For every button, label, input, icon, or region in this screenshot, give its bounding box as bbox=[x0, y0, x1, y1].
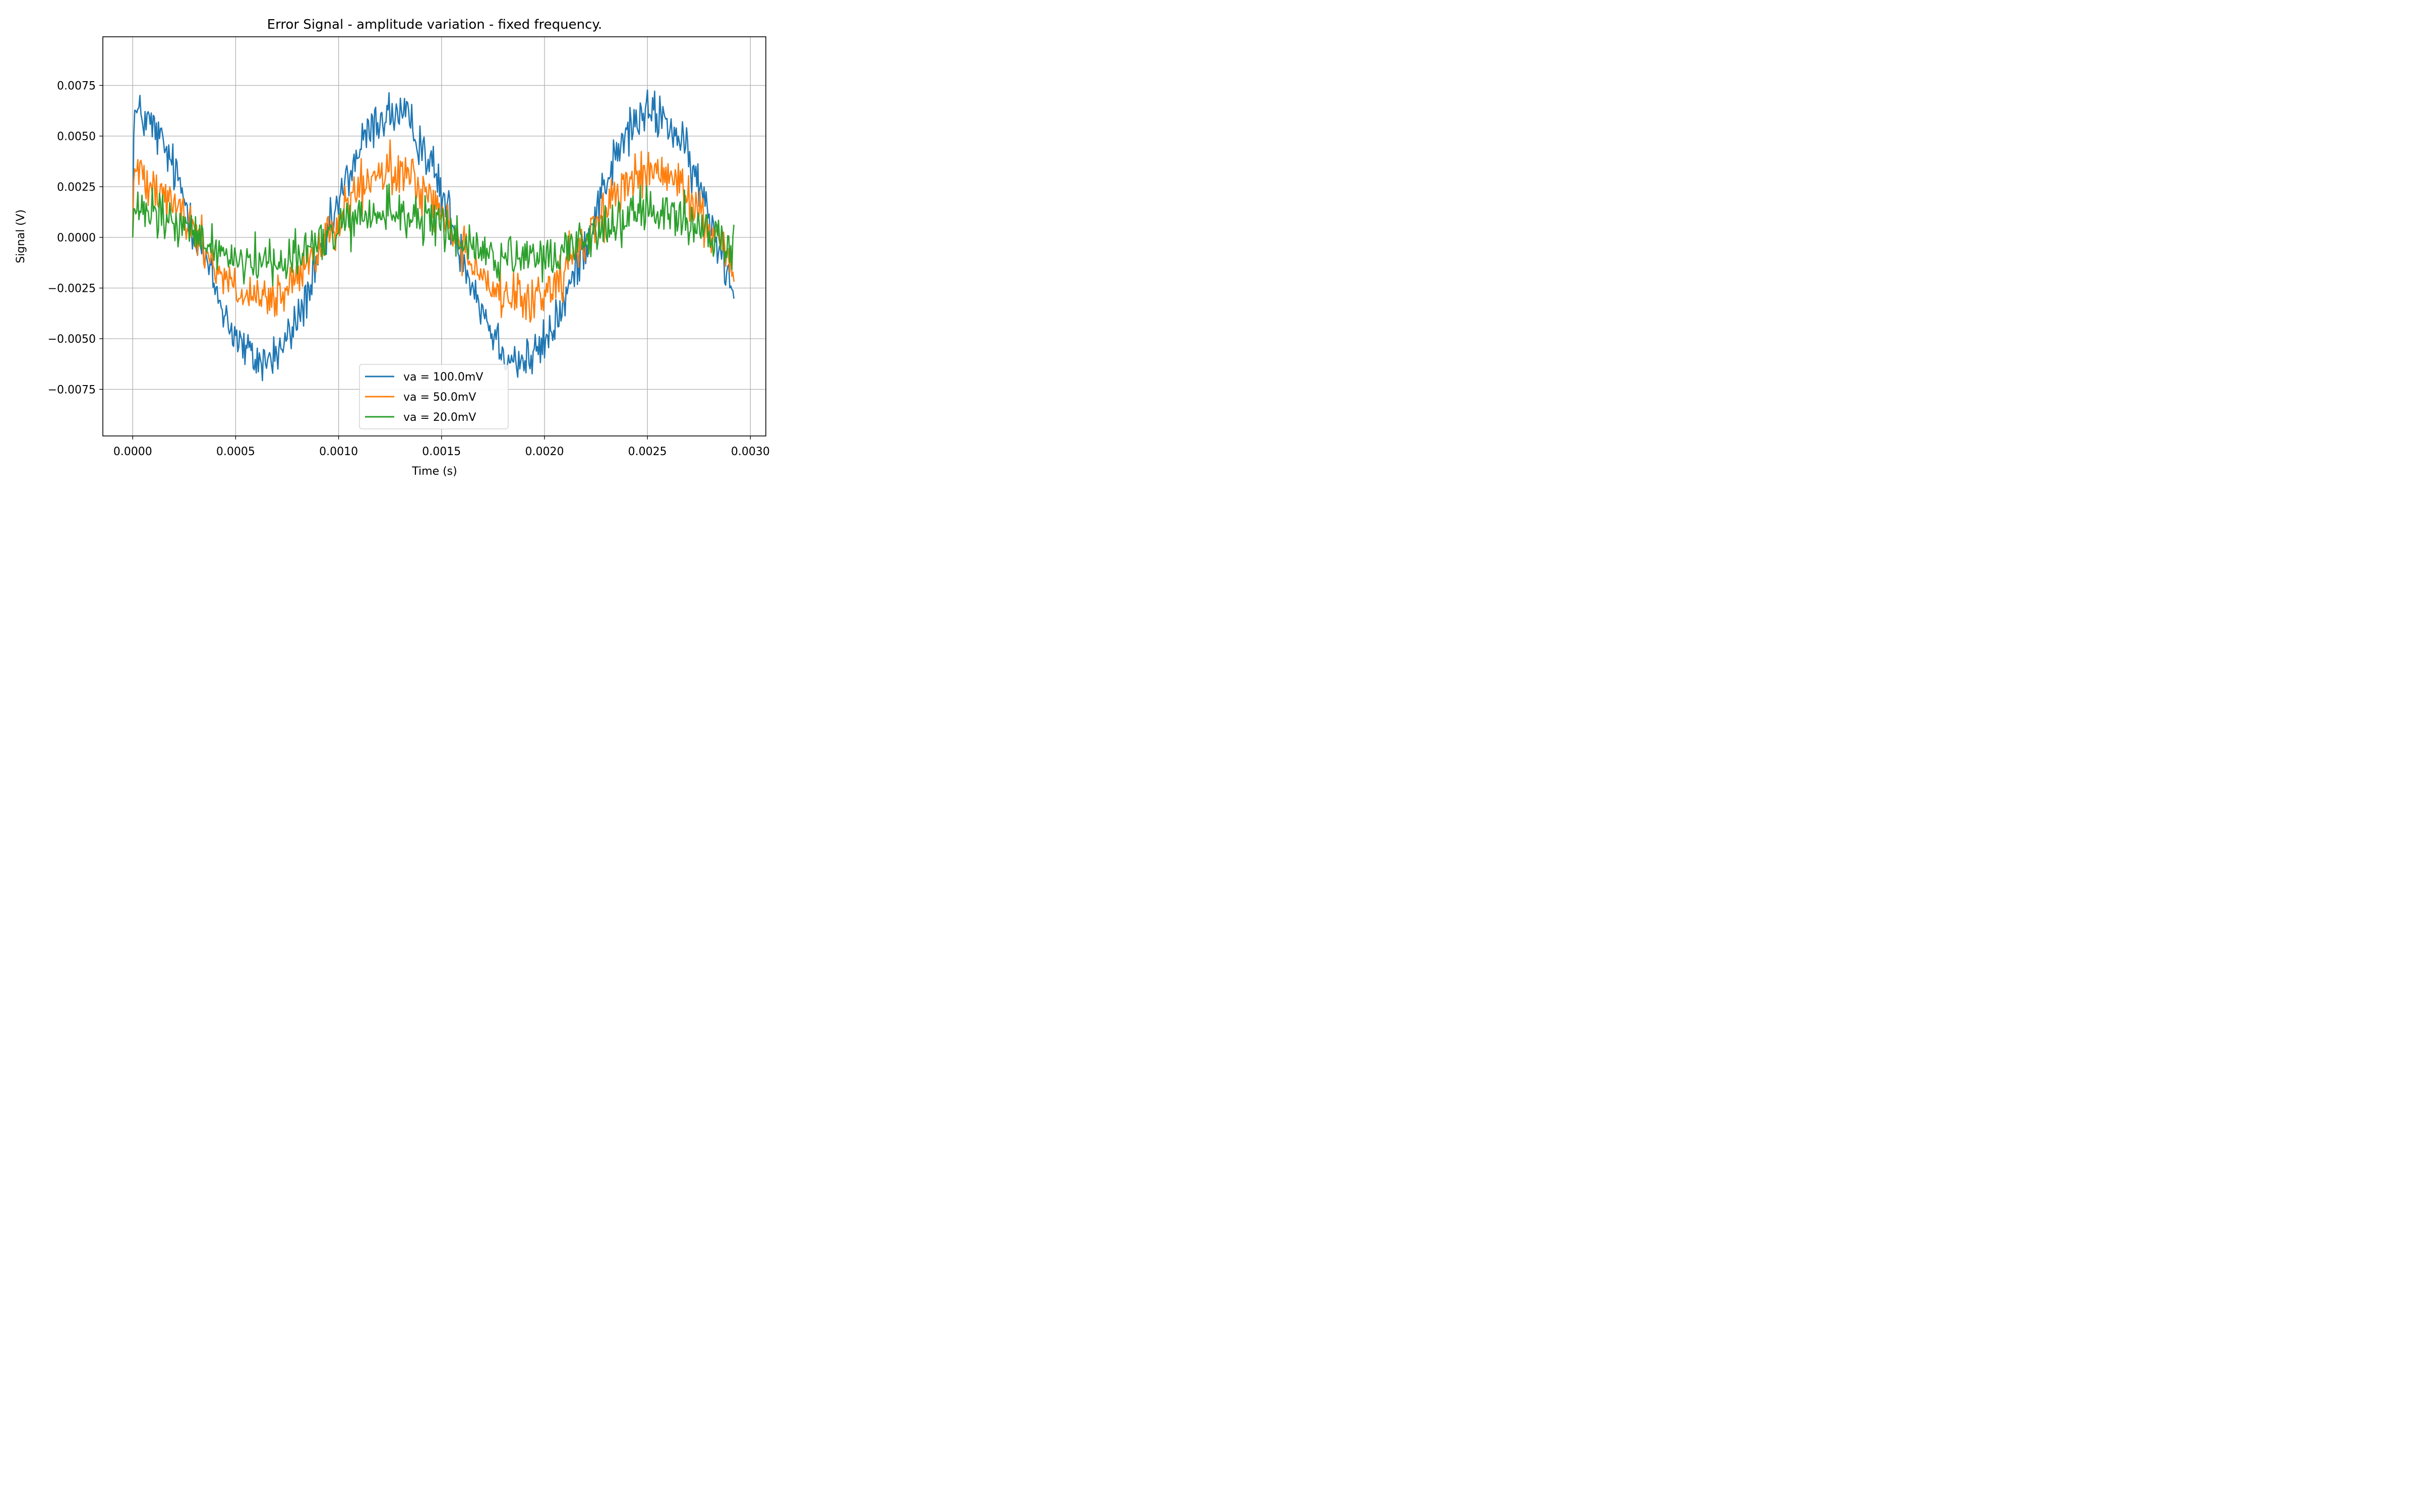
x-tick-label: 0.0020 bbox=[525, 446, 564, 458]
x-tick-label: 0.0015 bbox=[422, 446, 461, 458]
y-tick-label: 0.0025 bbox=[57, 181, 96, 194]
x-tick-label: 0.0010 bbox=[319, 446, 358, 458]
grid bbox=[103, 37, 766, 436]
legend: va = 100.0mV va = 50.0mV va = 20.0mV bbox=[359, 364, 509, 429]
y-axis-label: Signal (V) bbox=[15, 210, 27, 264]
legend-label: va = 100.0mV bbox=[403, 371, 483, 384]
legend-label: va = 50.0mV bbox=[403, 391, 476, 404]
y-tick-label: 0.0000 bbox=[57, 232, 96, 244]
legend-label: va = 20.0mV bbox=[403, 411, 476, 424]
x-tick-label: 0.0030 bbox=[731, 446, 770, 458]
x-tick-label: 0.0025 bbox=[628, 446, 667, 458]
x-axis-label: Time (s) bbox=[411, 465, 457, 478]
plot-area bbox=[132, 89, 735, 382]
axes-frame bbox=[102, 36, 766, 436]
y-tick-label: 0.0075 bbox=[57, 80, 96, 92]
x-tick-label: 0.0000 bbox=[113, 446, 152, 458]
series-line bbox=[132, 183, 735, 286]
y-tick-label: 0.0050 bbox=[57, 131, 96, 143]
y-tick-label: −0.0075 bbox=[48, 384, 96, 397]
x-tick-label: 0.0005 bbox=[216, 446, 255, 458]
chart: Error Signal - amplitude variation - fix… bbox=[0, 0, 791, 494]
series-line bbox=[132, 139, 735, 323]
series-line bbox=[132, 89, 735, 382]
y-axis: −0.0075 −0.0050 −0.0025 0.0000 0.0025 0.0050 0… bbox=[48, 80, 103, 397]
y-tick-label: −0.0050 bbox=[48, 333, 96, 346]
legend-box bbox=[359, 364, 509, 429]
x-axis: 0.0000 0.0005 0.0010 0.0015 0.0020 0.0025 0.00… bbox=[113, 436, 770, 458]
y-tick-label: −0.0025 bbox=[48, 283, 96, 295]
chart-title: Error Signal - amplitude variation - fix… bbox=[267, 17, 602, 32]
